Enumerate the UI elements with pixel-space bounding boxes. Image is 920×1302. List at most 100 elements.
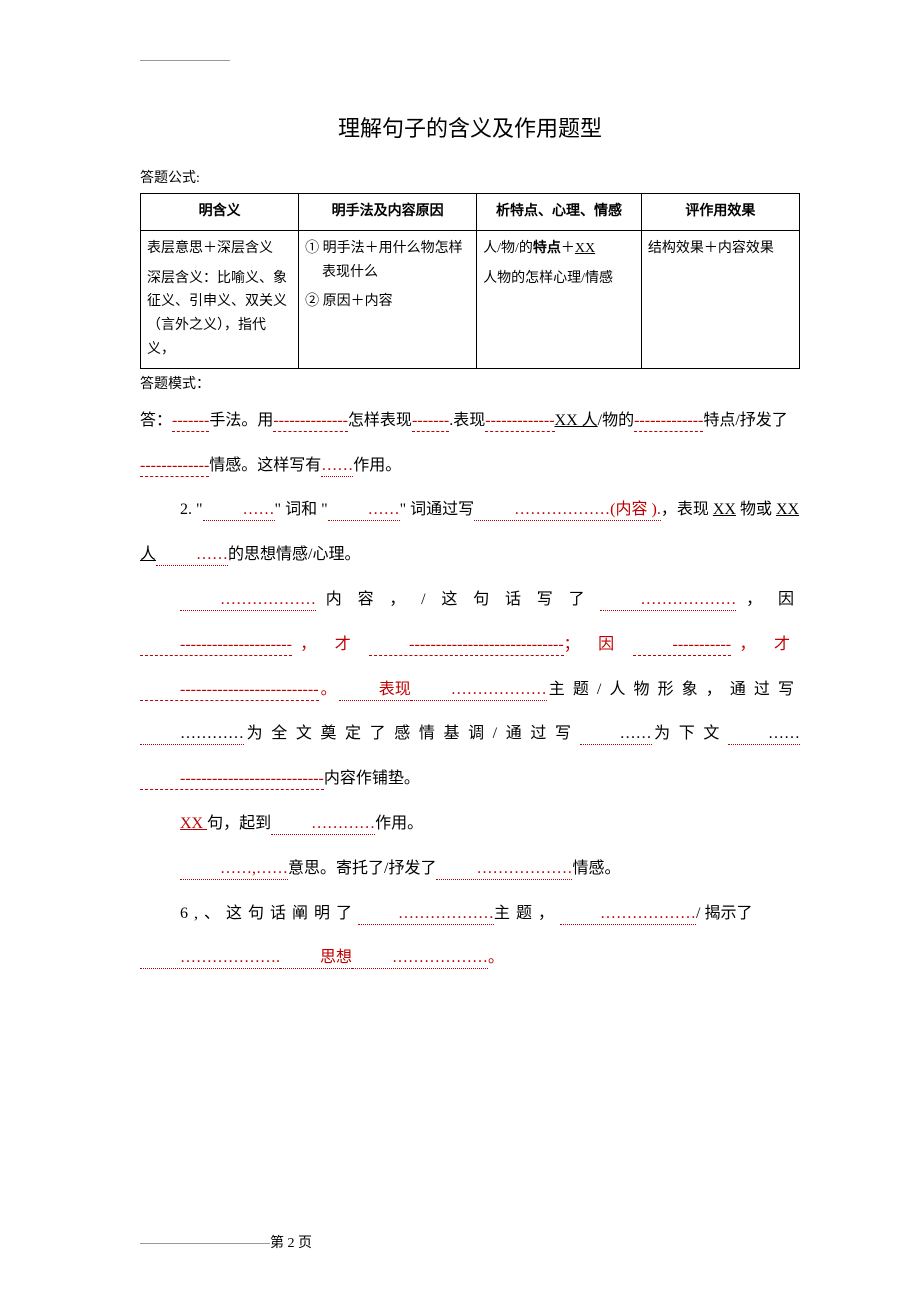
text: 作用。 bbox=[375, 815, 423, 832]
blank: -------------- bbox=[273, 413, 348, 432]
text: " 词和 " bbox=[275, 501, 328, 518]
text: 内容作铺垫。 bbox=[324, 770, 420, 787]
cell-line: ② 原因＋内容 bbox=[305, 290, 470, 314]
answer-para-2: 2. "……" 词和 "……" 词通过写………………(内容 ).，表现 XX 物… bbox=[140, 488, 800, 578]
blank: …… bbox=[203, 502, 275, 521]
text-red: ；因 bbox=[564, 636, 633, 653]
blank: …… bbox=[156, 547, 228, 566]
blank: ………………(内容 ). bbox=[474, 502, 661, 521]
xx-underline: XX bbox=[713, 501, 736, 518]
blank: ----------- bbox=[633, 637, 732, 656]
blank: -------------------------- bbox=[140, 682, 319, 701]
text: 物或 bbox=[736, 501, 776, 518]
cell-bold: 特点 bbox=[533, 241, 561, 256]
text-red: ，才 bbox=[292, 636, 369, 653]
body-content: 答：-------手法。用--------------怎样表现-------.表… bbox=[140, 399, 800, 981]
document-page: 理解句子的含义及作用题型 答题公式: 明含义 明手法及内容原因 析特点、心理、情… bbox=[0, 0, 920, 1021]
blank: ……………… bbox=[560, 906, 696, 925]
text: /物的 bbox=[598, 412, 634, 429]
cell-line: 深层含义：比喻义、象征义、引申义、双关义（言外之义），指代义， bbox=[147, 267, 292, 362]
text-red: 。 bbox=[488, 949, 504, 966]
formula-table: 明含义 明手法及内容原因 析特点、心理、情感 评作用效果 表层意思＋深层含义 深… bbox=[140, 193, 800, 369]
text: 作用。 bbox=[353, 457, 401, 474]
cell-text: ＋ bbox=[561, 241, 575, 256]
cell-line: ① 明手法＋用什么物怎样表现什么 bbox=[305, 237, 470, 285]
answer-para-5: ……,……意思。寄托了/抒发了………………情感。 bbox=[140, 847, 800, 892]
text: .表现 bbox=[449, 412, 485, 429]
text: 6,、这句话阐明了 bbox=[180, 905, 358, 922]
text: ，表现 bbox=[661, 501, 713, 518]
blank: ……………… bbox=[180, 592, 316, 611]
header-rule bbox=[140, 60, 230, 61]
table-header-row: 明含义 明手法及内容原因 析特点、心理、情感 评作用效果 bbox=[141, 194, 800, 231]
footer-rule bbox=[140, 1243, 270, 1244]
cell-line: 表层意思＋深层含义 bbox=[147, 237, 292, 261]
text-red: 表现 bbox=[339, 682, 411, 701]
blank: ………… bbox=[140, 726, 244, 745]
blank: …… bbox=[328, 502, 400, 521]
text: ，因 bbox=[736, 591, 800, 608]
blank: --------------------- bbox=[140, 637, 292, 656]
xx-underline: XX 人 bbox=[555, 412, 598, 429]
text: 答： bbox=[140, 412, 172, 429]
blank: ……,…… bbox=[180, 861, 288, 880]
text-red: 。 bbox=[319, 681, 339, 698]
text: 主题， bbox=[494, 905, 560, 922]
text: 意思。寄托了/抒发了 bbox=[288, 860, 436, 877]
table-row: 表层意思＋深层含义 深层含义：比喻义、象征义、引申义、双关义（言外之义），指代义… bbox=[141, 230, 800, 368]
blank: ------------- bbox=[634, 413, 703, 432]
blank: ……………… bbox=[352, 950, 488, 969]
text: 主题/人物形象，通过写 bbox=[547, 681, 800, 698]
blank: ……………… bbox=[600, 592, 736, 611]
answer-para-4: XX 句，起到…………作用。 bbox=[140, 802, 800, 847]
table-cell: 结构效果＋内容效果 bbox=[641, 230, 799, 368]
blank: ------------- bbox=[140, 458, 209, 477]
text: 内容，/这句话写了 bbox=[316, 591, 600, 608]
table-header: 评作用效果 bbox=[641, 194, 799, 231]
text: 为全文奠定了感情基调/通过写 bbox=[244, 725, 580, 742]
blank: --------------------------- bbox=[140, 771, 324, 790]
text-red: 思想 bbox=[280, 950, 352, 969]
answer-para-3: ………………内容，/这句话写了………………，因 ----------------… bbox=[140, 578, 800, 802]
table-header: 明手法及内容原因 bbox=[299, 194, 477, 231]
cell-line: 人物的怎样心理/情感 bbox=[483, 267, 635, 291]
text: 怎样表现 bbox=[348, 412, 412, 429]
page-title: 理解句子的含义及作用题型 bbox=[140, 111, 800, 143]
blank: ………………. bbox=[140, 950, 280, 969]
text: / 揭示了 bbox=[696, 905, 752, 922]
answer-para-6: 6,、这句话阐明了………………主题，………………/ 揭示了……………….思想……… bbox=[140, 892, 800, 982]
cell-line: 人/物/的特点＋XX bbox=[483, 237, 635, 261]
text: 句，起到 bbox=[207, 815, 271, 832]
text: 特点/抒发了 bbox=[703, 412, 787, 429]
blank: …… bbox=[728, 726, 800, 745]
text: 的思想情感/心理。 bbox=[228, 546, 360, 563]
text-red: ，才 bbox=[731, 636, 800, 653]
blank: ……………… bbox=[358, 906, 494, 925]
blank: …… bbox=[580, 726, 652, 745]
text: 为下文 bbox=[652, 725, 728, 742]
blank: …… bbox=[321, 458, 353, 477]
subtitle-formula: 答题公式: bbox=[140, 167, 800, 187]
text: 情感。这样写有 bbox=[209, 457, 321, 474]
text: " 词通过写 bbox=[400, 501, 475, 518]
blank: ------------- bbox=[485, 413, 554, 432]
table-cell: ① 明手法＋用什么物怎样表现什么 ② 原因＋内容 bbox=[299, 230, 477, 368]
table-header: 明含义 bbox=[141, 194, 299, 231]
blank: ……………… bbox=[436, 861, 572, 880]
table-header: 析特点、心理、情感 bbox=[477, 194, 642, 231]
blank: ………… bbox=[271, 816, 375, 835]
blank: ----------------------------- bbox=[369, 637, 564, 656]
xx-underline: XX bbox=[180, 815, 207, 832]
subtitle-mode: 答题模式： bbox=[140, 373, 800, 393]
answer-para-1: 答：-------手法。用--------------怎样表现-------.表… bbox=[140, 399, 800, 489]
text: 2. " bbox=[180, 501, 203, 518]
blank: ------- bbox=[412, 413, 449, 432]
page-footer: 第 2 页 bbox=[140, 1232, 312, 1252]
text: 情感。 bbox=[572, 860, 620, 877]
table-cell: 人/物/的特点＋XX 人物的怎样心理/情感 bbox=[477, 230, 642, 368]
text: 手法。用 bbox=[209, 412, 273, 429]
cell-underline: XX bbox=[575, 241, 595, 256]
page-number: 第 2 页 bbox=[270, 1236, 312, 1251]
cell-text: 人/物/的 bbox=[483, 241, 533, 256]
blank: ……………… bbox=[411, 682, 547, 701]
